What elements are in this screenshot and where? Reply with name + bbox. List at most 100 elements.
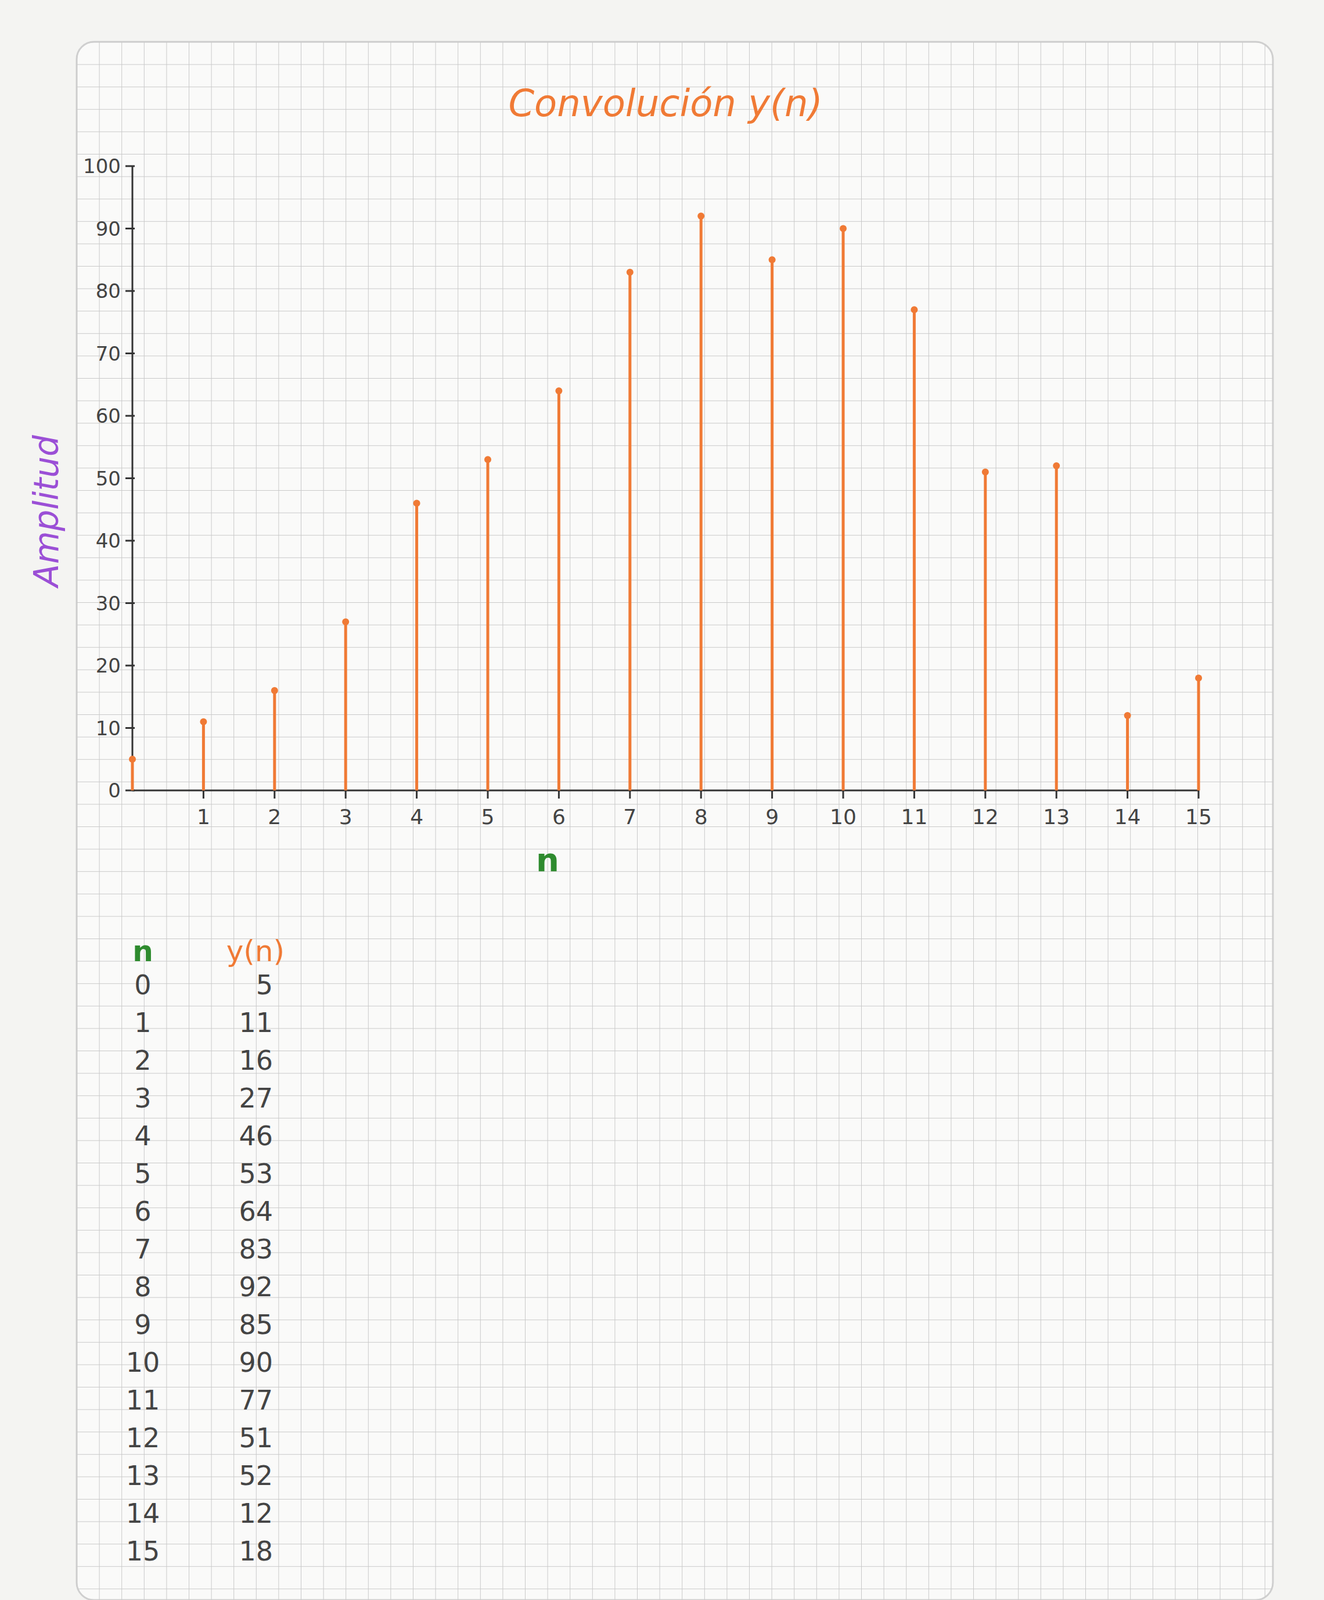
stem-head [910, 306, 918, 313]
table-cell-n: 8 [134, 1271, 151, 1303]
stem-line [344, 621, 348, 791]
y-tick-label: 50 [95, 466, 121, 491]
y-tick [125, 290, 135, 293]
stem-head [697, 212, 705, 220]
stems [128, 212, 1203, 791]
stem-line [557, 390, 561, 791]
x-tick-label: 3 [339, 804, 353, 829]
paper-grid [76, 41, 1273, 1600]
stem-head [1052, 462, 1060, 470]
x-tick-label: 14 [1114, 804, 1142, 829]
y-tick [125, 227, 135, 230]
table-cell-y: 83 [238, 1233, 273, 1265]
table-cell-n: 6 [134, 1195, 151, 1228]
stem [413, 499, 421, 791]
stem-head [1124, 711, 1132, 719]
x-tick-label: 12 [972, 804, 999, 829]
x-tick-label: 6 [552, 804, 566, 829]
y-tick-label: 100 [83, 154, 121, 178]
table-cell-y: 77 [238, 1384, 273, 1416]
stem [555, 387, 563, 791]
y-tick-label: 10 [95, 716, 121, 740]
y-tick [125, 165, 135, 168]
y-tick [125, 664, 135, 667]
stem-head [981, 468, 989, 476]
y-tick-label: 60 [95, 404, 121, 428]
table-cell-y: 27 [238, 1082, 273, 1114]
stem [910, 306, 918, 791]
y-tick [125, 727, 135, 729]
stem [768, 256, 776, 791]
table-cell-n: 12 [126, 1422, 161, 1454]
stem [484, 455, 492, 791]
y-tick-label: 30 [95, 591, 121, 615]
y-tick-label: 80 [95, 279, 121, 303]
stem-head [413, 499, 421, 507]
table-cell-y: 90 [238, 1346, 273, 1379]
stem-head [555, 387, 563, 395]
stem-line [842, 228, 845, 791]
stem-line [1125, 715, 1129, 791]
x-tick-label: 13 [1042, 804, 1070, 829]
stem [839, 225, 847, 791]
stem-head [1195, 674, 1203, 682]
y-tick [125, 352, 135, 355]
table-cell-y: 51 [238, 1422, 273, 1454]
y-axis-label: Amplitud [26, 434, 67, 590]
x-tick-label: 7 [623, 804, 637, 829]
x-tick-label: 2 [267, 804, 282, 829]
stem-head [839, 225, 847, 233]
table-cell-n: 10 [126, 1346, 161, 1379]
stem [128, 755, 136, 791]
stem [626, 268, 634, 791]
x-tick-label: 15 [1185, 804, 1212, 829]
y-tick-label: 0 [108, 778, 121, 802]
background [0, 0, 1324, 1600]
stem-line [983, 472, 987, 791]
stem [199, 718, 207, 791]
x-tick-label: 9 [765, 804, 779, 829]
x-tick-label: 10 [829, 804, 857, 829]
table-cell-n: 13 [126, 1459, 161, 1492]
x-axis [132, 789, 1199, 792]
y-tick-label: 70 [95, 342, 121, 366]
x-axis-label: n [535, 840, 560, 879]
stem [697, 212, 705, 791]
stem-line [628, 272, 632, 791]
table-cell-y: 11 [238, 1006, 273, 1039]
y-tick [125, 415, 135, 417]
x-tick-label: 1 [196, 804, 211, 829]
stem-head [342, 618, 350, 626]
stem-line [131, 758, 135, 791]
stem-line [202, 721, 205, 791]
table-cell-n: 1 [134, 1006, 151, 1039]
stem-head [128, 755, 136, 763]
paper [76, 41, 1273, 1600]
table-cell-n: 2 [134, 1044, 151, 1077]
table-cell-y: 53 [238, 1157, 273, 1190]
y-tick [125, 602, 135, 604]
y-tick [125, 540, 135, 542]
y-tick [125, 477, 135, 480]
table-cell-y: 64 [238, 1195, 273, 1228]
table-cell-n: 15 [126, 1535, 161, 1567]
table-cell-n: 5 [134, 1157, 151, 1190]
stem-head [768, 256, 776, 264]
table-cell-y: 5 [256, 969, 273, 1001]
table-cell-n: 3 [134, 1082, 151, 1114]
stem [271, 686, 279, 791]
table-cell-y: 16 [238, 1044, 273, 1077]
stem-head [484, 455, 492, 463]
table-cell-n: 4 [134, 1120, 151, 1152]
stem-line [912, 309, 916, 791]
x-tick-label: 11 [900, 804, 928, 829]
table-cell-y: 92 [238, 1271, 273, 1303]
stem-line [272, 690, 276, 791]
table-cell-n: 0 [134, 969, 151, 1001]
table-cell-y: 52 [238, 1459, 273, 1492]
table-cell-n: 7 [134, 1233, 151, 1265]
x-tick-label: 8 [694, 804, 708, 829]
stem [1124, 711, 1132, 791]
stem [1052, 462, 1060, 791]
table-cell-y: 12 [238, 1497, 273, 1529]
